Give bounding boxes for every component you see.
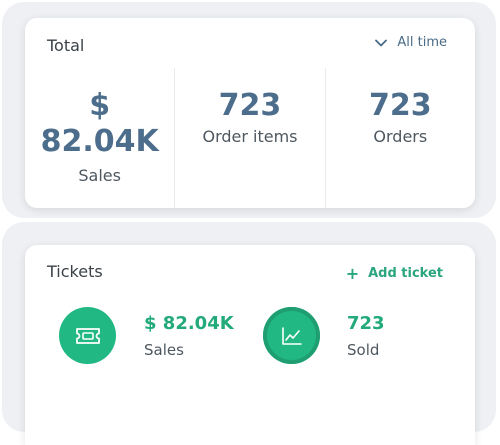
stat-sales: $ 82.04K Sales	[25, 68, 174, 208]
tickets-title: Tickets	[47, 262, 103, 281]
ticket-sales-metric: $ 82.04K Sales	[59, 307, 234, 364]
add-ticket-button[interactable]: + Add ticket	[346, 264, 443, 283]
total-stats: $ 82.04K Sales 723 Order items 723 Order…	[25, 68, 475, 208]
total-title: Total	[47, 36, 85, 55]
stat-orders-label: Orders	[373, 127, 428, 146]
time-range-dropdown[interactable]: All time	[374, 35, 447, 50]
time-range-label: All time	[397, 35, 447, 50]
total-card: Total All time $ 82.04K Sales 723 Order …	[25, 18, 475, 208]
ticket-sold-label: Sold	[347, 340, 380, 359]
tickets-card: Tickets + Add ticket $ 82.04K Sales 723 …	[25, 245, 475, 445]
stat-order-items-label: Order items	[202, 127, 298, 146]
ticket-sold-text: 723 Sold	[347, 313, 385, 359]
stat-orders-value: 723	[369, 88, 432, 123]
chart-icon-circle	[263, 307, 320, 364]
stat-sales-value: $ 82.04K	[40, 88, 159, 159]
line-chart-icon	[281, 326, 302, 345]
ticket-icon-circle	[59, 307, 116, 364]
ticket-icon	[75, 327, 100, 344]
ticket-sold-value: 723	[347, 312, 385, 334]
ticket-sales-text: $ 82.04K Sales	[144, 313, 234, 359]
stat-order-items-value: 723	[218, 88, 282, 123]
stat-order-items: 723 Order items	[174, 68, 324, 208]
plus-icon: +	[345, 264, 360, 283]
add-ticket-label: Add ticket	[368, 266, 443, 281]
chevron-down-icon	[375, 39, 388, 46]
stat-orders: 723 Orders	[324, 68, 475, 208]
ticket-sales-value: $ 82.04K	[144, 312, 234, 334]
ticket-sold-metric: 723 Sold	[263, 307, 385, 364]
stat-sales-label: Sales	[78, 166, 121, 185]
ticket-sales-label: Sales	[144, 340, 184, 359]
